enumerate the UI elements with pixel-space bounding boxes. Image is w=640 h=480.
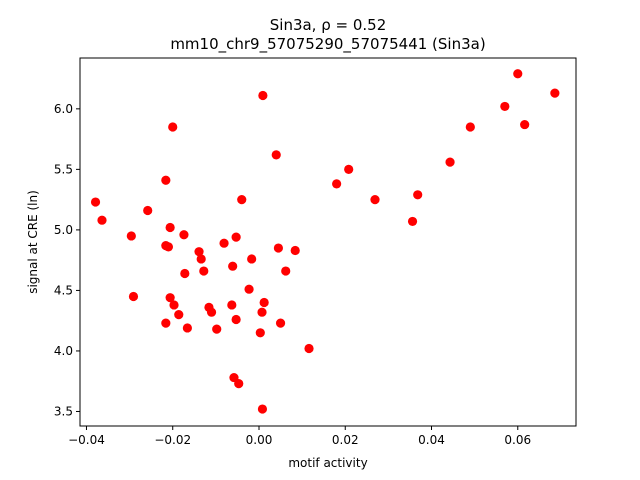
data-point — [174, 310, 184, 320]
data-point — [234, 379, 244, 389]
data-point — [161, 318, 171, 328]
data-point — [513, 69, 523, 79]
data-point — [500, 101, 510, 112]
data-point — [445, 157, 455, 167]
data-point — [273, 243, 283, 253]
data-point — [290, 245, 300, 256]
data-point — [165, 222, 175, 233]
data-point — [231, 314, 241, 325]
data-point — [257, 307, 267, 317]
y-tick-label: 6.0 — [54, 102, 73, 116]
data-point — [168, 122, 178, 132]
chart-title-line2: mm10_chr9_57075290_57075441 (Sin3a) — [170, 35, 485, 54]
plot-frame — [79, 57, 577, 427]
data-point — [126, 231, 136, 241]
data-point — [196, 254, 206, 264]
y-axis-label: signal at CRE (ln) — [26, 190, 40, 294]
data-point — [332, 179, 342, 189]
data-point — [244, 284, 254, 294]
data-point — [407, 216, 418, 227]
data-point — [169, 300, 179, 310]
data-point — [206, 307, 217, 317]
data-point — [199, 266, 209, 276]
y-tick-label: 4.5 — [54, 283, 73, 297]
x-tick-label: −0.04 — [68, 433, 105, 447]
x-tick-label: 0.00 — [246, 433, 273, 447]
x-axis-ticks: −0.04 −0.02 0.00 0.02 0.04 0.06 — [68, 426, 531, 447]
y-tick-label: 5.5 — [54, 162, 73, 176]
data-point — [194, 247, 204, 257]
data-point — [90, 197, 101, 207]
data-point — [228, 261, 238, 271]
data-point — [97, 215, 107, 225]
data-point — [271, 150, 281, 160]
data-point — [281, 266, 291, 276]
x-tick-label: 0.02 — [332, 433, 359, 447]
data-point — [179, 230, 189, 240]
data-point — [413, 190, 423, 200]
data-point — [257, 404, 268, 414]
data-point — [163, 242, 174, 252]
data-point — [370, 195, 380, 205]
data-point — [520, 119, 530, 130]
data-point — [255, 328, 265, 338]
y-axis-ticks: 3.5 4.0 4.5 5.0 5.5 6.0 — [54, 102, 80, 418]
y-tick-label: 3.5 — [54, 404, 73, 418]
data-point — [258, 90, 268, 101]
data-point — [259, 297, 269, 308]
y-tick-label: 5.0 — [54, 223, 73, 237]
data-point — [128, 291, 139, 302]
data-point — [344, 164, 354, 174]
data-point — [237, 195, 247, 205]
data-point — [304, 343, 314, 354]
data-point — [161, 175, 171, 185]
data-point — [165, 293, 175, 303]
data-point — [212, 324, 222, 334]
x-tick-label: 0.06 — [504, 433, 531, 447]
x-tick-label: −0.02 — [154, 433, 191, 447]
data-point — [550, 88, 560, 98]
data-point — [275, 318, 286, 328]
data-point — [219, 238, 229, 248]
x-axis-label: motif activity — [288, 456, 367, 470]
y-tick-label: 4.0 — [54, 344, 73, 358]
data-point — [465, 122, 475, 132]
data-points — [90, 69, 560, 414]
data-point — [143, 205, 153, 216]
data-point — [227, 300, 237, 310]
x-tick-label: 0.04 — [418, 433, 445, 447]
data-point — [231, 232, 241, 242]
chart-title-line1: Sin3a, ρ = 0.52 — [270, 16, 387, 34]
data-point — [182, 323, 192, 333]
data-point — [247, 254, 257, 264]
data-point — [180, 268, 190, 279]
